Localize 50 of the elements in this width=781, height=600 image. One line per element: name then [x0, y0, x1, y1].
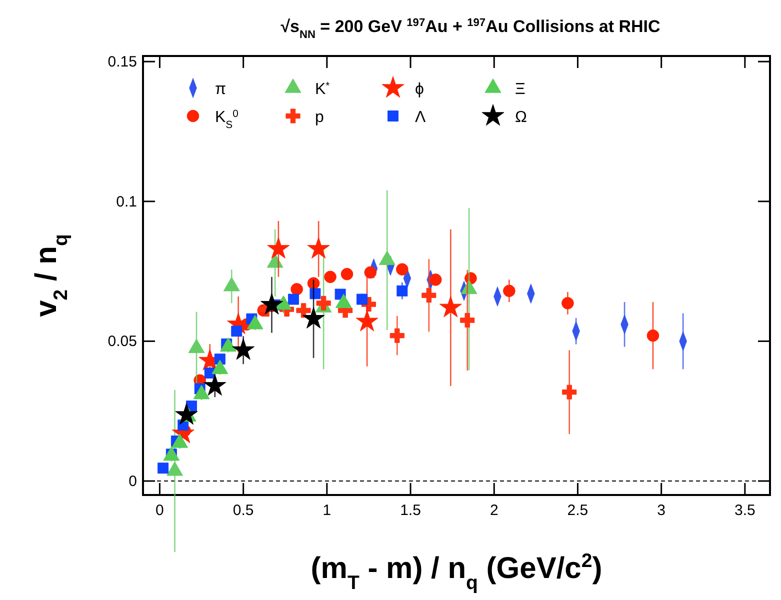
point — [364, 266, 377, 279]
point — [356, 310, 378, 332]
point — [232, 338, 255, 360]
point — [396, 263, 408, 276]
point — [429, 274, 442, 286]
x-tick-label: 2 — [490, 502, 498, 519]
point — [390, 328, 404, 343]
point — [422, 288, 436, 303]
legend-label: Λ — [415, 109, 426, 126]
point — [302, 307, 325, 328]
y-tick-label: 0.05 — [108, 333, 137, 350]
chart-title: √s$_{NN}$ = 200 GeV $^{197}$Au + $^{197}$Au Collisions at RHIC — [280, 17, 660, 41]
legend-label: K$^{*}$ — [315, 80, 330, 98]
point — [356, 294, 368, 305]
x-tick-label: 0.5 — [232, 502, 254, 519]
point — [158, 462, 169, 474]
point — [562, 297, 574, 310]
point — [460, 312, 475, 328]
point — [562, 384, 577, 400]
legend-label: Ξ — [515, 81, 526, 98]
x-tick-label: 2.5 — [567, 502, 588, 519]
x-tick-label: 3 — [657, 502, 666, 519]
point — [310, 288, 321, 300]
legend-label: π — [215, 81, 226, 98]
point — [175, 403, 198, 425]
point — [260, 293, 283, 314]
legend-label: ϕ — [415, 81, 424, 98]
legend-label: p — [315, 109, 324, 126]
x-tick-label: 0 — [156, 502, 164, 519]
point — [290, 283, 303, 296]
point — [503, 284, 516, 298]
x-axis-title: (m$_{T}$ - m) / n$_{q}$ (GeV/c$^{2}$) — [310, 550, 602, 594]
point — [324, 270, 336, 284]
point — [646, 329, 660, 342]
y-tick-label: 0.1 — [116, 193, 137, 210]
point — [204, 374, 226, 396]
point — [439, 296, 462, 318]
y-tick-label: 0 — [128, 473, 137, 490]
point — [340, 268, 354, 280]
point — [267, 237, 290, 259]
point — [307, 237, 330, 259]
x-tick-label: 1 — [322, 502, 332, 519]
x-tick-label: 3.5 — [734, 502, 756, 519]
x-tick-label: 1.5 — [400, 502, 421, 519]
point — [231, 326, 242, 337]
y-tick-label: 0.15 — [108, 54, 137, 71]
point — [288, 294, 299, 305]
legend-label: Ω — [515, 109, 527, 126]
point — [396, 285, 408, 296]
point — [296, 303, 311, 318]
